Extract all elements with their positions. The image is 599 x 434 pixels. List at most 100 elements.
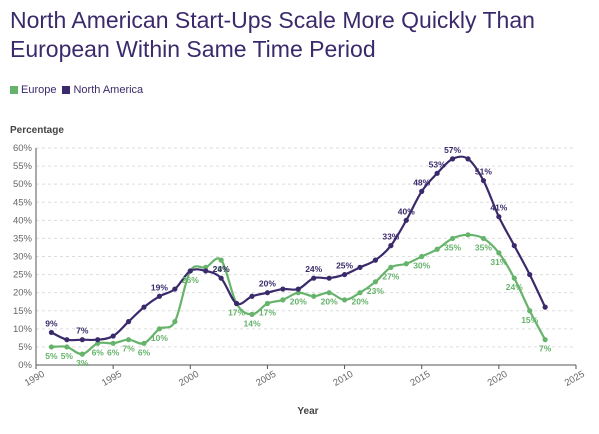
data-label-north-america: 41%	[490, 203, 507, 213]
x-axis-title: Year	[297, 406, 318, 417]
data-label-europe: 10%	[151, 333, 168, 343]
x-tick-label: 2015	[409, 369, 433, 389]
data-point-north-america	[542, 304, 548, 310]
data-label-north-america: 53%	[429, 159, 446, 169]
data-point-north-america	[280, 286, 286, 292]
chart-title: North American Start-Ups Scale More Quic…	[10, 7, 535, 62]
data-point-north-america	[465, 156, 471, 162]
data-label-europe: 3%	[76, 358, 89, 368]
data-label-north-america: 40%	[398, 206, 415, 216]
data-point-north-america	[125, 319, 132, 325]
data-point-europe	[280, 297, 286, 303]
data-label-europe: 6%	[138, 347, 151, 357]
data-point-europe	[419, 253, 425, 260]
y-tick-label: 0%	[18, 360, 32, 371]
legend-label-europe: Europe	[21, 84, 57, 96]
data-label-north-america: 7%	[76, 326, 89, 336]
y-tick-label: 50%	[13, 179, 33, 190]
y-tick-label: 15%	[13, 306, 33, 317]
data-point-north-america	[187, 268, 193, 274]
data-point-europe	[527, 308, 533, 314]
data-point-europe	[449, 235, 456, 242]
data-label-north-america: 19%	[151, 282, 168, 292]
data-label-europe: 14%	[243, 318, 260, 328]
x-tick-label: 2010	[331, 369, 355, 389]
x-tick-label: 2005	[254, 369, 278, 389]
data-point-north-america	[311, 275, 317, 281]
data-point-europe	[203, 264, 209, 270]
data-point-north-america	[480, 177, 487, 184]
data-label-europe: 31%	[490, 257, 507, 267]
y-tick-label: 5%	[18, 342, 32, 353]
data-point-north-america	[264, 290, 271, 296]
y-tick-label: 25%	[13, 270, 33, 281]
x-tick-label: 2025	[563, 369, 587, 389]
y-tick-label: 40%	[13, 215, 33, 226]
data-point-north-america	[511, 243, 517, 249]
y-axis-title: Percentage	[10, 125, 64, 136]
data-label-europe: 20%	[290, 297, 307, 307]
data-label-north-america: 24%	[213, 264, 230, 274]
data-point-north-america	[203, 268, 209, 274]
data-point-north-america	[95, 337, 101, 343]
data-label-north-america: 48%	[413, 177, 430, 187]
data-point-north-america	[434, 170, 440, 176]
data-point-north-america	[172, 286, 178, 292]
x-tick-label: 2020	[486, 369, 510, 389]
data-point-europe	[48, 344, 55, 350]
legend-item-north-america[interactable]: North America	[62, 84, 143, 96]
data-point-north-america	[79, 337, 85, 343]
data-label-europe: 17%	[228, 308, 245, 318]
data-point-europe	[141, 340, 147, 346]
data-point-europe	[172, 319, 178, 325]
data-point-north-america	[110, 333, 116, 339]
data-point-europe	[64, 344, 70, 350]
data-point-europe	[156, 326, 163, 332]
data-label-north-america: 20%	[259, 279, 276, 289]
data-label-europe: 5%	[61, 351, 74, 361]
data-point-europe	[341, 297, 348, 303]
y-tick-label: 55%	[13, 161, 33, 172]
data-point-europe	[388, 264, 394, 270]
legend-item-europe[interactable]: Europe	[10, 84, 56, 96]
data-label-europe: 6%	[107, 347, 120, 357]
data-point-europe	[79, 351, 85, 357]
data-point-north-america	[156, 293, 163, 299]
data-label-europe: 26%	[182, 275, 199, 285]
data-point-europe	[218, 257, 224, 263]
data-point-north-america	[64, 337, 70, 343]
data-label-europe: 23%	[367, 286, 384, 296]
data-label-europe: 24%	[506, 282, 523, 292]
data-label-north-america: 33%	[382, 232, 399, 242]
data-point-europe	[326, 290, 332, 296]
x-tick-label: 2000	[177, 369, 201, 389]
y-tick-label: 10%	[13, 324, 33, 335]
data-point-europe	[465, 232, 471, 238]
x-tick-label: 1990	[23, 369, 47, 389]
data-point-north-america	[341, 271, 348, 278]
data-point-north-america	[527, 271, 533, 278]
y-tick-label: 30%	[13, 252, 33, 263]
data-label-europe: 17%	[259, 308, 276, 318]
legend-label-north-america: North America	[73, 84, 144, 96]
y-tick-label: 60%	[13, 143, 33, 154]
data-label-europe: 7%	[539, 344, 552, 354]
data-point-europe	[511, 275, 517, 281]
series-line-north-america	[50, 155, 547, 342]
data-point-north-america	[357, 264, 363, 270]
data-label-europe: 27%	[382, 271, 399, 281]
data-label-europe: 35%	[444, 242, 461, 252]
data-point-europe	[295, 290, 301, 296]
data-label-europe: 7%	[122, 344, 135, 354]
data-label-north-america: 25%	[336, 261, 353, 271]
data-point-north-america	[295, 286, 301, 292]
data-point-north-america	[326, 275, 332, 281]
data-label-europe: 5%	[45, 351, 58, 361]
data-point-north-america	[48, 329, 55, 336]
data-point-north-america	[233, 300, 240, 307]
data-point-europe	[357, 290, 363, 296]
data-label-europe: 35%	[475, 242, 492, 252]
data-point-europe	[434, 246, 440, 252]
data-label-europe: 29%	[213, 264, 230, 274]
data-label-north-america: 51%	[475, 167, 492, 177]
